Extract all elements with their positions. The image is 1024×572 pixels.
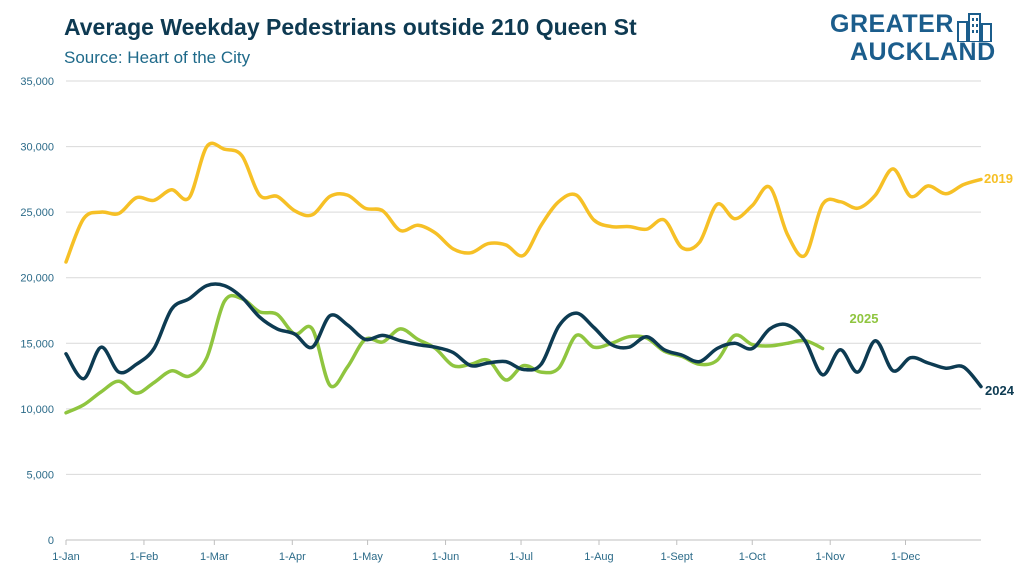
- y-tick-label: 25,000: [20, 207, 54, 219]
- gridlines: [66, 80, 981, 475]
- y-tick-label: 30,000: [20, 142, 54, 154]
- series-labels: 2019 2024 2025: [850, 171, 1015, 398]
- series-line-2019: [64, 141, 983, 264]
- chart-title: Average Weekday Pedestrians outside 210 …: [64, 14, 637, 40]
- x-tick-label: 1-Apr: [279, 551, 306, 563]
- y-tick-label: 15,000: [20, 338, 54, 350]
- city-buildings-icon: [957, 13, 992, 42]
- x-tick-label: 1-May: [352, 551, 383, 563]
- logo-text-line1: GREATER: [830, 10, 954, 38]
- series-lines: [64, 141, 983, 415]
- y-tick-label: 10,000: [20, 404, 54, 416]
- y-axis-tick-labels: 0 5,000 10,000 15,000 20,000 25,000 30,000 35,0…: [20, 76, 54, 547]
- x-tick-label: 1-Mar: [200, 551, 229, 563]
- x-tick-label: 1-Aug: [584, 551, 613, 563]
- logo-text-line2: AUCKLAND: [850, 38, 996, 66]
- y-tick-label: 5,000: [26, 469, 54, 481]
- x-tick-label: 1-Jun: [432, 551, 460, 563]
- series-line-2024: [64, 282, 983, 389]
- series-line-2025: [64, 293, 825, 415]
- x-tick-label: 1-Dec: [891, 551, 921, 563]
- series-label-2025: 2025: [850, 311, 879, 326]
- x-tick-label: 1-Nov: [816, 551, 846, 563]
- chart-subtitle: Source: Heart of the City: [64, 48, 251, 67]
- x-tick-label: 1-Oct: [739, 551, 766, 563]
- x-axis: 1-Jan 1-Feb 1-Mar 1-Apr 1-May 1-Jun 1-Jul 1-Aug…: [52, 539, 981, 563]
- x-tick-label: 1-Jan: [52, 551, 80, 563]
- series-label-2019: 2019: [984, 171, 1013, 186]
- y-tick-label: 35,000: [20, 76, 54, 88]
- x-tick-label: 1-Jul: [509, 551, 533, 563]
- greater-auckland-logo: GREATER AUCKLAND: [826, 10, 1006, 68]
- x-tick-label: 1-Sept: [661, 551, 693, 563]
- series-label-2024: 2024: [985, 383, 1015, 398]
- x-tick-label: 1-Feb: [130, 551, 159, 563]
- y-tick-label: 0: [48, 535, 54, 547]
- y-tick-label: 20,000: [20, 273, 54, 285]
